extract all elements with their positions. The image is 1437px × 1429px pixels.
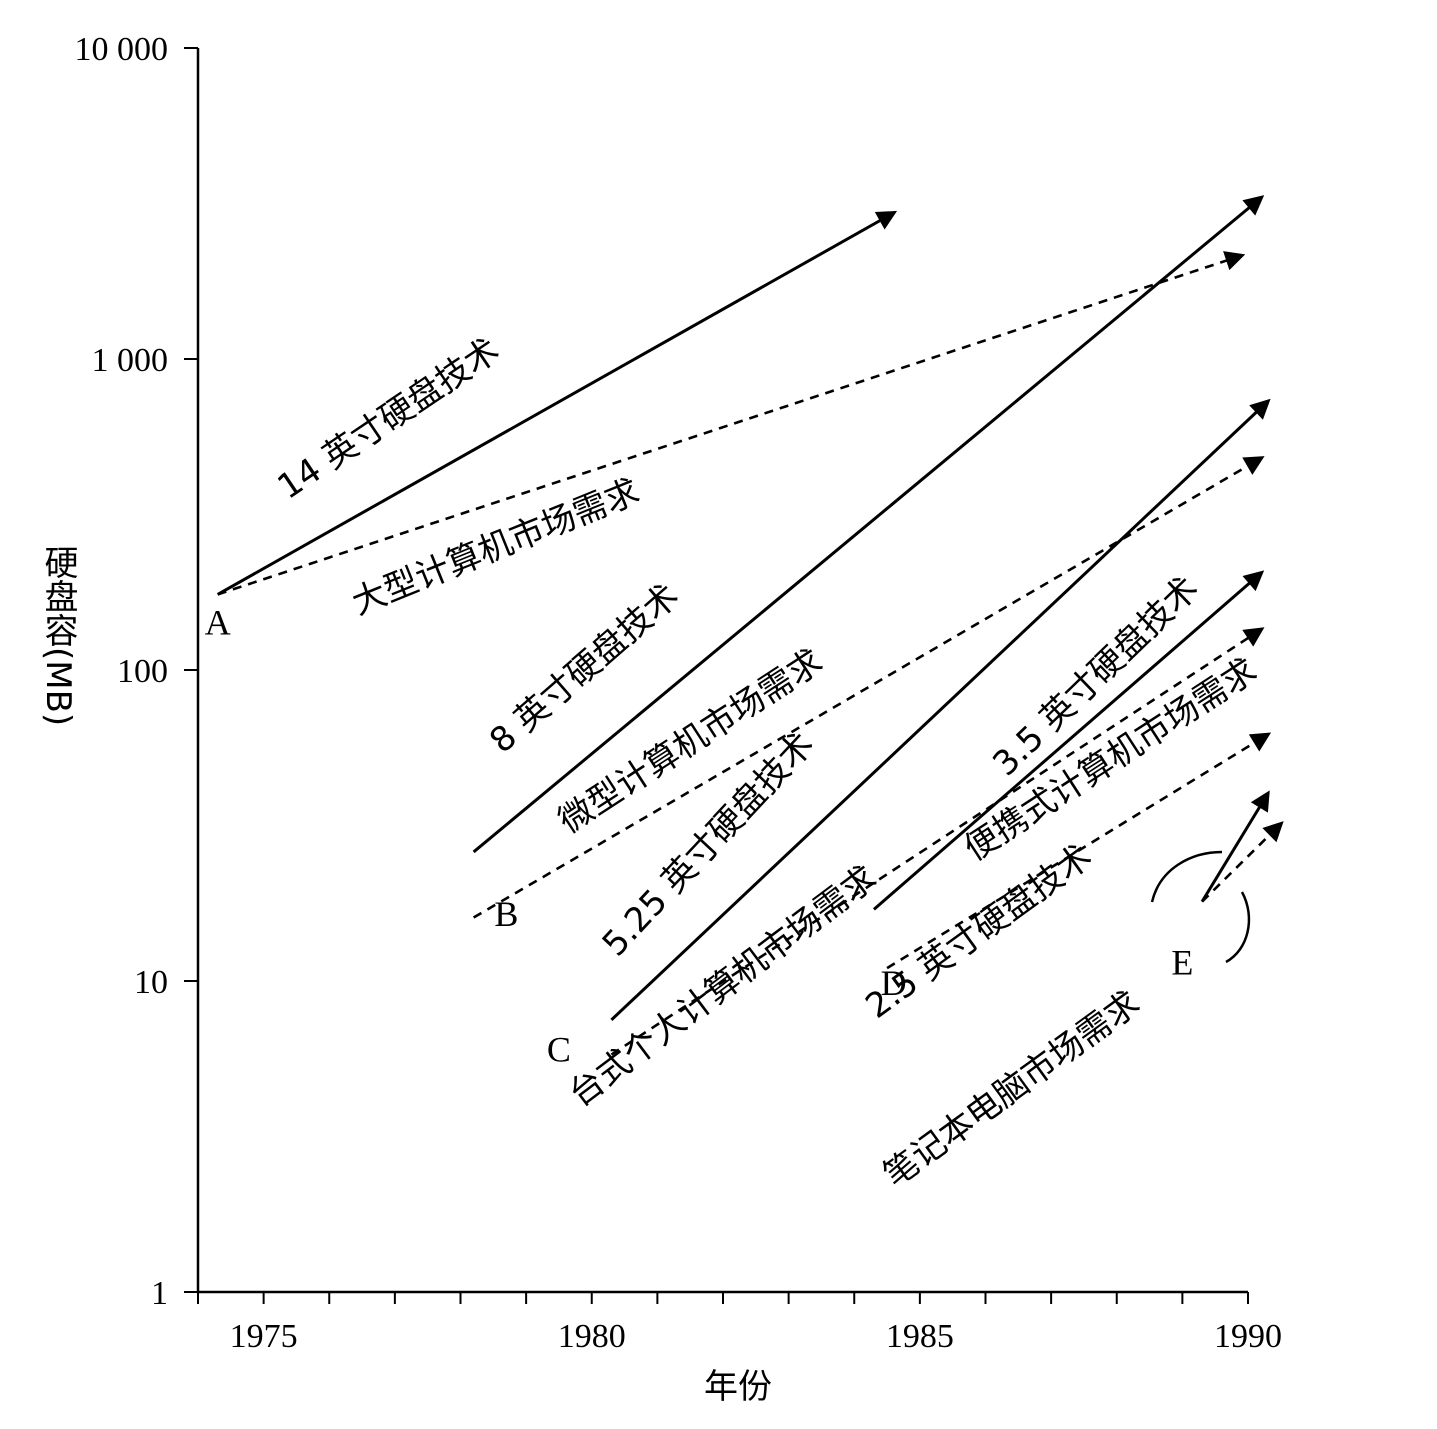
series-10-dashed-arrow xyxy=(1201,821,1284,903)
series-lines xyxy=(216,195,1284,1056)
x-tick-label: 1985 xyxy=(886,1318,954,1355)
series-2-dashed-arrow xyxy=(217,251,1246,596)
y-ticks: 1 10 100 1 000 10 000 xyxy=(75,31,198,1312)
point-label-b: B xyxy=(494,894,518,934)
x-tick-label: 1980 xyxy=(558,1318,626,1355)
brace-top-arc xyxy=(1150,850,1223,903)
point-labels: A B C D E xyxy=(205,603,1194,1070)
y-tick-label: 10 xyxy=(134,964,168,1001)
x-axis-label: 年份 xyxy=(704,1367,772,1407)
brace-bottom-arc xyxy=(1225,891,1251,964)
y-tick-label: 10 000 xyxy=(75,31,169,68)
series-6-dashed-arrow xyxy=(610,627,1265,1056)
series-1-solid-arrow xyxy=(216,210,898,596)
series-3-label: 8 英寸硬盘技术 xyxy=(482,576,687,761)
y-tick-label: 1 000 xyxy=(92,342,169,379)
series-9-solid-arrow xyxy=(1200,790,1270,903)
series-3-solid-arrow xyxy=(472,195,1265,854)
x-tick-label: 1975 xyxy=(230,1318,298,1355)
point-label-c: C xyxy=(547,1030,571,1070)
series-6-label: 台式个人计算机市场需求 xyxy=(562,858,885,1115)
point-label-e: E xyxy=(1171,942,1193,982)
x-ticks: 1975 1980 1985 1990 xyxy=(197,1292,1282,1355)
y-tick-label: 1 xyxy=(151,1275,168,1312)
series-2-label: 大型计算机市场需求 xyxy=(346,471,645,623)
notebook-brace xyxy=(1150,850,1251,964)
point-label-d: D xyxy=(881,963,907,1003)
y-tick-label: 100 xyxy=(117,653,168,690)
x-tick-label: 1990 xyxy=(1214,1318,1282,1355)
series-5-solid-arrow xyxy=(610,398,1271,1021)
series-1-label: 14 英寸硬盘技术 xyxy=(271,330,507,507)
series-10-label: 笔记本电脑市场需求 xyxy=(876,983,1147,1195)
series-8-dashed-arrow xyxy=(886,732,1272,970)
y-axis-label: 硬盘容(MB) xyxy=(38,545,78,726)
series-4-dashed-arrow xyxy=(472,456,1265,919)
series-7-solid-arrow xyxy=(872,570,1265,911)
point-label-a: A xyxy=(205,603,231,643)
